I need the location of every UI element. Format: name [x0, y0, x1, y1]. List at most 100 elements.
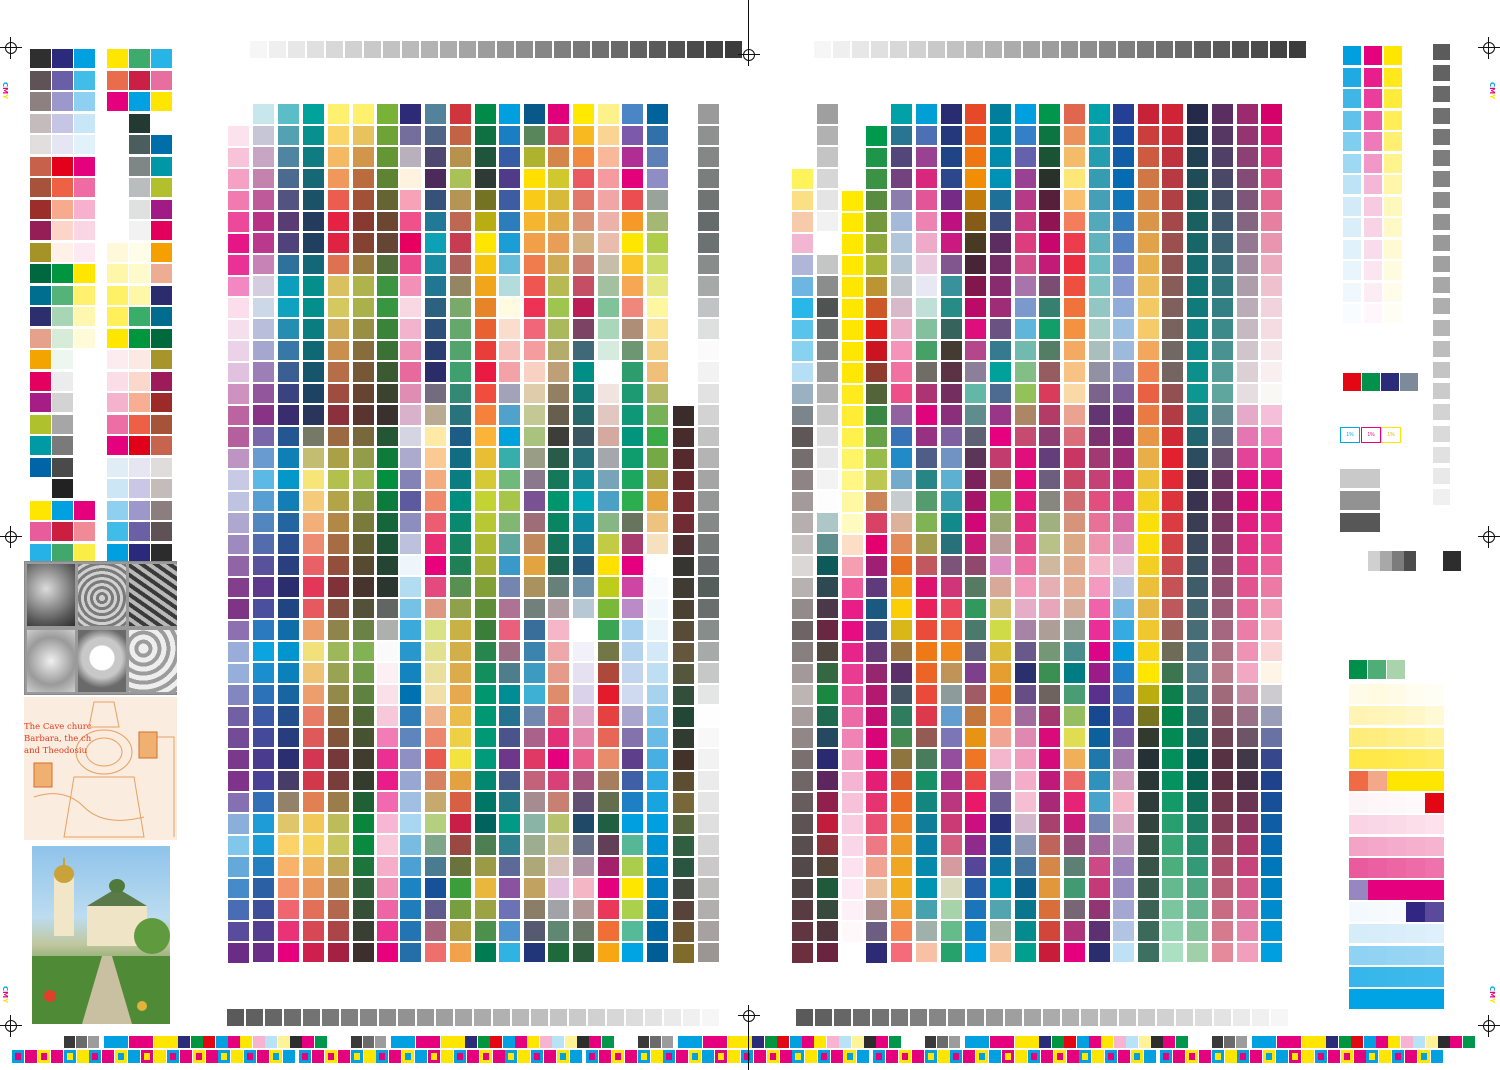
color-patch	[450, 899, 471, 919]
color-patch	[377, 340, 398, 360]
color-patch	[107, 436, 128, 455]
color-patch	[30, 543, 51, 563]
tint-patch	[1368, 945, 1387, 966]
control-strip-dot	[979, 1053, 986, 1060]
color-patch	[377, 835, 398, 855]
color-patch	[1212, 835, 1233, 855]
color-patch	[842, 793, 863, 813]
color-patch	[278, 125, 299, 145]
color-patch	[698, 426, 719, 446]
color-patch	[74, 414, 95, 434]
color-patch	[673, 513, 694, 533]
color-patch	[1015, 104, 1036, 124]
color-patch	[499, 491, 520, 511]
color-patch	[673, 427, 694, 447]
color-patch	[151, 522, 172, 541]
color-patch	[151, 393, 172, 412]
color-patch	[228, 212, 249, 232]
color-patch	[328, 405, 349, 425]
color-patch	[353, 512, 374, 532]
color-patch	[425, 469, 446, 489]
color-patch	[548, 770, 569, 790]
gray-step-wedge	[1175, 41, 1192, 58]
color-patch	[1212, 555, 1233, 575]
color-patch	[1237, 190, 1258, 210]
color-patch	[916, 706, 937, 726]
color-patch	[1138, 405, 1159, 425]
color-patch	[698, 641, 719, 661]
gray-step-wedge	[436, 1009, 453, 1026]
color-patch	[129, 522, 150, 541]
color-patch	[548, 598, 569, 618]
color-patch	[353, 276, 374, 296]
color-patch	[400, 362, 421, 382]
color-patch	[1162, 491, 1183, 511]
color-patch	[573, 813, 594, 833]
color-patch	[499, 555, 520, 575]
color-patch	[573, 125, 594, 145]
color-patch	[573, 577, 594, 597]
color-patch	[1187, 405, 1208, 425]
color-patch	[377, 942, 398, 962]
color-patch	[622, 426, 643, 446]
magenta-ramp-patch	[1364, 282, 1382, 302]
color-patch	[990, 362, 1011, 382]
color-patch	[891, 276, 912, 296]
color-patch	[425, 340, 446, 360]
color-patch	[524, 383, 545, 403]
color-patch	[1138, 254, 1159, 274]
color-patch	[1237, 383, 1258, 403]
color-patch	[450, 211, 471, 231]
color-patch	[1039, 276, 1060, 296]
color-patch	[647, 663, 668, 683]
color-patch	[52, 371, 73, 391]
color-patch	[1162, 254, 1183, 274]
color-patch	[107, 92, 128, 111]
control-strip-patch	[314, 1036, 327, 1048]
color-patch	[74, 113, 95, 133]
color-patch	[698, 684, 719, 704]
color-patch	[817, 319, 838, 339]
tint-patch	[1387, 858, 1406, 878]
gray-step-wedge	[833, 41, 850, 58]
gray-ramp-patch	[1433, 340, 1450, 357]
color-patch	[817, 727, 838, 747]
color-patch	[253, 921, 274, 941]
color-patch	[548, 878, 569, 898]
color-patch	[425, 835, 446, 855]
color-patch	[475, 620, 496, 640]
color-patch	[151, 328, 172, 348]
color-patch	[278, 469, 299, 489]
color-patch	[475, 512, 496, 532]
color-patch	[278, 620, 299, 640]
color-patch	[499, 147, 520, 167]
color-patch	[425, 878, 446, 898]
color-patch	[107, 242, 128, 262]
color-patch	[1064, 362, 1085, 382]
control-strip-patch	[1438, 1036, 1450, 1048]
color-patch	[74, 543, 95, 563]
color-patch	[1089, 405, 1110, 425]
control-strip-dot	[1163, 1053, 1169, 1060]
color-patch	[990, 534, 1011, 554]
color-patch	[1015, 749, 1036, 769]
color-patch	[941, 813, 962, 833]
control-strip-patch	[1405, 1050, 1418, 1063]
color-patch	[1187, 878, 1208, 898]
color-patch	[792, 599, 813, 619]
control-strip-patch	[740, 1036, 752, 1048]
control-strip-dot	[456, 1053, 463, 1060]
color-patch	[1015, 727, 1036, 747]
color-patch	[425, 190, 446, 210]
color-patch	[698, 448, 719, 468]
registration-mark-icon	[1478, 526, 1500, 548]
color-patch	[450, 448, 471, 468]
color-patch	[353, 405, 374, 425]
color-patch	[817, 792, 838, 812]
color-patch	[1015, 491, 1036, 511]
control-strip-patch	[715, 1036, 728, 1048]
color-patch	[1212, 147, 1233, 167]
color-patch	[1113, 469, 1134, 489]
color-patch	[228, 126, 249, 146]
